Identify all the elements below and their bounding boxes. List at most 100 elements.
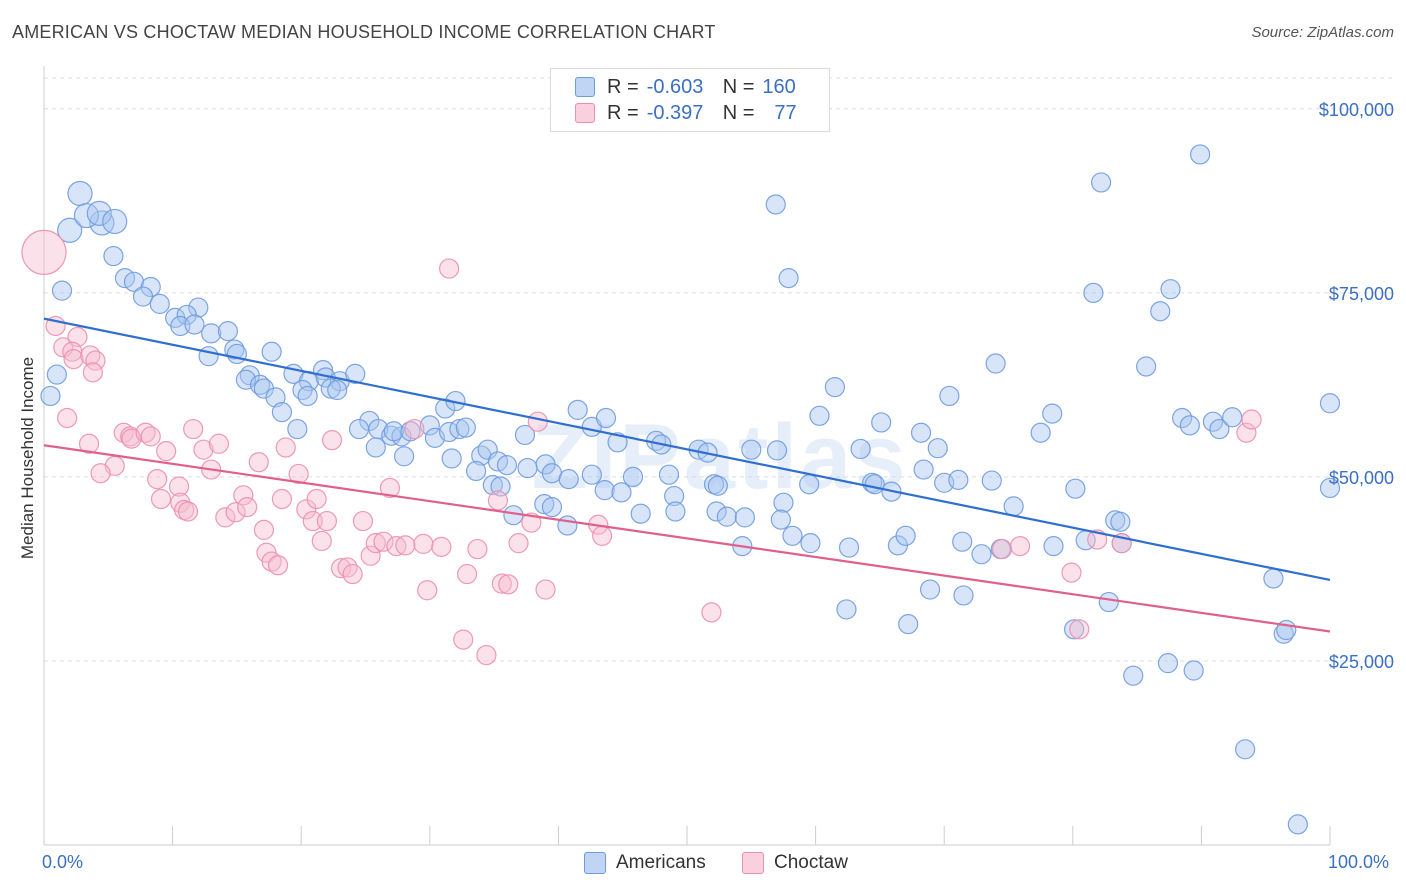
data-point-choctaw <box>147 469 168 490</box>
data-point-americans <box>327 379 348 401</box>
data-point-americans <box>455 417 476 438</box>
data-point-choctaw <box>321 429 343 451</box>
x-tick-label-max: 100.0% <box>1328 852 1390 872</box>
series-swatch-americans <box>584 852 606 874</box>
data-point-choctaw <box>215 507 236 528</box>
data-point-choctaw <box>1009 536 1031 557</box>
axes <box>43 66 1331 846</box>
data-point-americans <box>658 464 680 485</box>
data-point-americans <box>1179 415 1200 436</box>
data-point-americans <box>836 599 857 620</box>
watermark: ZIPatlas <box>532 406 909 508</box>
legend-r-label: R = <box>607 101 639 124</box>
data-point-americans <box>799 474 820 495</box>
data-point-choctaw <box>413 533 434 554</box>
data-point-americans <box>765 194 786 215</box>
data-point-choctaw <box>404 418 425 440</box>
data-point-choctaw <box>431 536 452 557</box>
data-point-choctaw <box>288 463 309 485</box>
data-point-americans <box>1065 478 1086 499</box>
legend-row-americans: R = -0.603 N = 160 <box>575 75 796 99</box>
y-tick-label: $50,000 <box>1329 468 1394 488</box>
data-point-choctaw <box>352 510 374 532</box>
data-point-americans <box>766 440 788 461</box>
data-point-choctaw <box>306 488 327 510</box>
legend-r-value: -0.603 <box>646 75 704 98</box>
data-point-americans <box>557 515 578 536</box>
data-point-choctaw <box>63 349 84 370</box>
data-point-americans <box>981 470 1002 491</box>
y-tick-label: $25,000 <box>1329 652 1394 672</box>
data-point-americans <box>57 217 83 243</box>
data-point-americans <box>1043 536 1064 557</box>
data-point-americans <box>73 202 100 229</box>
data-point-americans <box>132 286 154 307</box>
data-point-americans <box>1319 477 1341 499</box>
data-point-americans <box>1063 619 1085 640</box>
data-point-choctaw <box>57 407 78 429</box>
data-point-americans <box>441 448 462 469</box>
data-point-choctaw <box>453 629 474 650</box>
data-point-americans <box>630 503 651 524</box>
data-point-americans <box>773 492 794 513</box>
data-point-americans <box>449 418 470 440</box>
data-point-americans <box>734 507 755 528</box>
data-point-americans <box>103 245 124 267</box>
data-point-choctaw <box>156 441 177 462</box>
data-point-americans <box>226 343 247 365</box>
legend-row-choctaw: R = -0.397 N = 77 <box>575 101 797 125</box>
data-point-americans <box>46 364 67 385</box>
data-point-choctaw <box>168 476 190 497</box>
data-point-americans <box>261 341 282 362</box>
data-point-americans <box>1160 279 1181 300</box>
data-point-americans <box>706 501 727 522</box>
y-tick-label: $100,000 <box>1319 100 1394 120</box>
data-point-choctaw <box>342 563 363 585</box>
data-point-americans <box>850 438 871 460</box>
data-point-choctaw <box>379 477 401 499</box>
data-point-americans <box>913 459 934 480</box>
data-point-americans <box>622 466 644 488</box>
data-point-americans <box>287 418 308 440</box>
data-point-choctaw <box>330 558 352 579</box>
data-point-americans <box>1150 301 1171 322</box>
data-point-americans <box>927 438 948 459</box>
data-point-americans <box>971 544 992 565</box>
data-point-choctaw <box>21 229 67 275</box>
data-point-americans <box>895 525 916 546</box>
data-point-americans <box>271 402 293 423</box>
data-points <box>21 144 1341 835</box>
data-point-choctaw <box>193 439 214 460</box>
data-point-choctaw <box>476 644 497 666</box>
data-point-choctaw <box>456 563 478 585</box>
chart-title: AMERICAN VS CHOCTAW MEDIAN HOUSEHOLD INC… <box>12 22 716 42</box>
data-point-americans <box>1172 407 1193 429</box>
data-point-choctaw <box>1236 422 1257 443</box>
data-point-americans <box>514 424 536 446</box>
data-point-americans <box>595 407 617 429</box>
data-point-americans <box>1183 660 1204 681</box>
data-point-choctaw <box>140 426 161 447</box>
data-point-americans <box>952 531 973 552</box>
data-point-choctaw <box>237 496 258 518</box>
data-point-choctaw <box>1069 619 1090 640</box>
data-point-americans <box>567 399 588 421</box>
data-point-choctaw <box>311 530 332 552</box>
series-swatch-choctaw <box>742 852 764 874</box>
data-point-choctaw <box>225 502 246 523</box>
data-point-choctaw <box>233 485 254 506</box>
series-label-americans: Americans <box>616 852 706 873</box>
data-point-americans <box>665 501 686 522</box>
data-point-americans <box>1110 511 1131 532</box>
data-point-americans <box>86 200 112 226</box>
data-point-americans <box>1235 739 1256 760</box>
data-point-choctaw <box>150 488 172 510</box>
data-point-americans <box>123 271 145 292</box>
correlation-legend: R = -0.603 N = 160 R = -0.397 N = 77 <box>550 68 830 132</box>
data-point-americans <box>871 412 892 433</box>
data-point-americans <box>809 405 830 426</box>
data-point-americans <box>800 533 821 554</box>
data-point-americans <box>320 378 341 399</box>
trend-lines <box>43 317 1331 633</box>
